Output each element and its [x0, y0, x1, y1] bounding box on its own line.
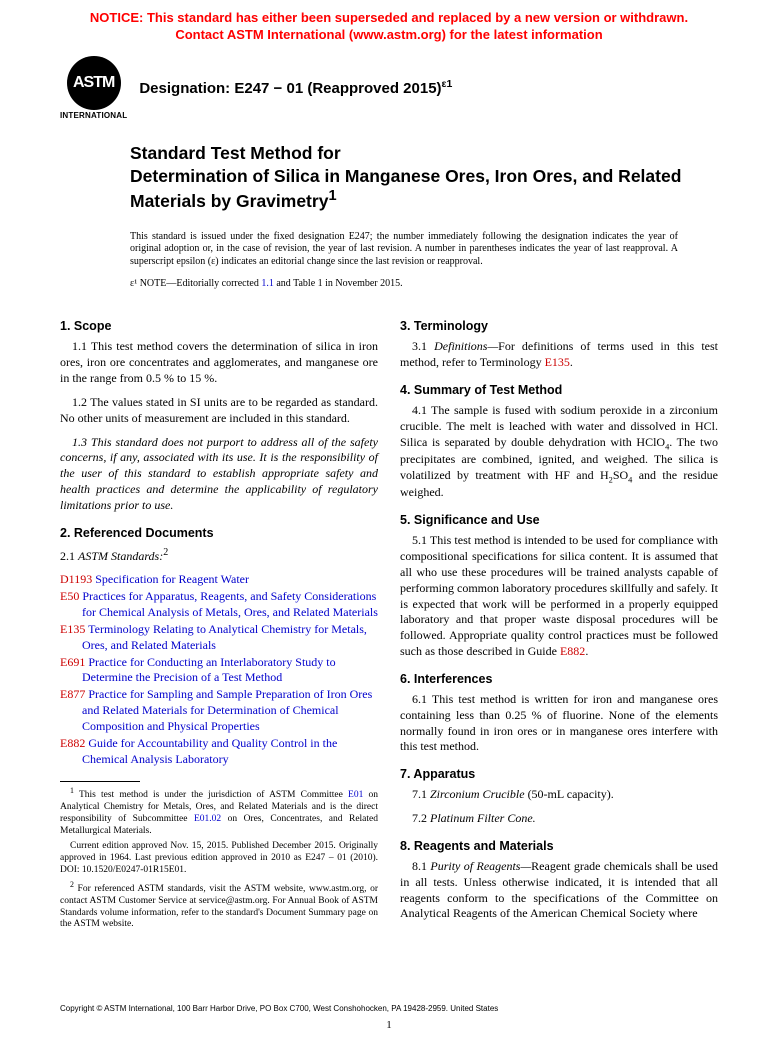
ref-e691[interactable]: E691 Practice for Conducting an Interlab… — [60, 655, 378, 687]
para-7-2: 7.2 Platinum Filter Cone. — [400, 811, 718, 827]
sec-7-head: 7. Apparatus — [400, 767, 718, 781]
sec-4-head: 4. Summary of Test Method — [400, 383, 718, 397]
issuance-note: This standard is issued under the fixed … — [0, 221, 778, 275]
logo-icon: ASTM — [67, 56, 121, 110]
designation-text: Designation: E247 − 01 (Reapproved 2015) — [139, 80, 441, 97]
page-number: 1 — [386, 1019, 392, 1031]
ref-e882[interactable]: E882 Guide for Accountability and Qualit… — [60, 736, 378, 768]
link-e0102[interactable]: E01.02 — [194, 814, 221, 824]
ref-d1193[interactable]: D1193 Specification for Reagent Water — [60, 572, 378, 588]
para-8-1: 8.1 Purity of Reagents—Reagent grade che… — [400, 859, 718, 922]
para-5-1: 5.1 This test method is intended to be u… — [400, 533, 718, 660]
ref-e50[interactable]: E50 Practices for Apparatus, Reagents, a… — [60, 589, 378, 621]
link-e01[interactable]: E01 — [348, 791, 363, 801]
notice-line1: NOTICE: This standard has either been su… — [90, 10, 688, 25]
title-block: Standard Test Method for Determination o… — [0, 124, 778, 221]
notice-banner: NOTICE: This standard has either been su… — [0, 0, 778, 48]
para-7-1: 7.1 Zirconium Crucible (50-mL capacity). — [400, 787, 718, 803]
para-1-2: 1.2 The values stated in SI units are to… — [60, 395, 378, 427]
ref-e877[interactable]: E877 Practice for Sampling and Sample Pr… — [60, 687, 378, 734]
designation-line: Designation: E247 − 01 (Reapproved 2015)… — [139, 78, 452, 97]
ref-e135[interactable]: E135 Terminology Relating to Analytical … — [60, 622, 378, 654]
sec-3-head: 3. Terminology — [400, 319, 718, 333]
footnote-rule — [60, 781, 140, 782]
para-1-1: 1.1 This test method covers the determin… — [60, 339, 378, 386]
sec-1-head: 1. Scope — [60, 319, 378, 333]
link-e882[interactable]: E882 — [560, 644, 585, 658]
copyright-line: Copyright © ASTM International, 100 Barr… — [60, 1004, 498, 1013]
sec-6-head: 6. Interferences — [400, 672, 718, 686]
body-columns: 1. Scope 1.1 This test method covers the… — [0, 297, 778, 934]
link-1-1[interactable]: 1.1 — [261, 278, 274, 289]
right-column: 3. Terminology 3.1 Definitions—For defin… — [400, 307, 718, 934]
para-4-1: 4.1 The sample is fused with sodium pero… — [400, 403, 718, 501]
footnote-2: 2 For referenced ASTM standards, visit t… — [60, 880, 378, 932]
astm-logo: ASTM INTERNATIONAL — [60, 56, 127, 120]
document-title: Standard Test Method for Determination o… — [130, 142, 718, 213]
designation-epsilon: ε1 — [442, 78, 453, 90]
para-6-1: 6.1 This test method is written for iron… — [400, 692, 718, 755]
left-column: 1. Scope 1.1 This test method covers the… — [60, 307, 378, 934]
notice-line2: Contact ASTM International (www.astm.org… — [175, 27, 602, 42]
footnote-1: 1 This test method is under the jurisdic… — [60, 786, 378, 838]
header: ASTM INTERNATIONAL Designation: E247 − 0… — [0, 48, 778, 124]
footnote-1b: Current edition approved Nov. 15, 2015. … — [60, 841, 378, 877]
sec-5-head: 5. Significance and Use — [400, 513, 718, 527]
epsilon-note: ε¹ NOTE—Editorially corrected 1.1 and Ta… — [0, 274, 778, 297]
logo-subtext: INTERNATIONAL — [60, 111, 127, 120]
sec-2-head: 2. Referenced Documents — [60, 526, 378, 540]
sec-8-head: 8. Reagents and Materials — [400, 839, 718, 853]
para-1-3: 1.3 This standard does not purport to ad… — [60, 435, 378, 514]
link-e135[interactable]: E135 — [545, 355, 570, 369]
para-3-1: 3.1 Definitions—For definitions of terms… — [400, 339, 718, 371]
para-2-1: 2.1 ASTM Standards:2 — [60, 546, 378, 565]
